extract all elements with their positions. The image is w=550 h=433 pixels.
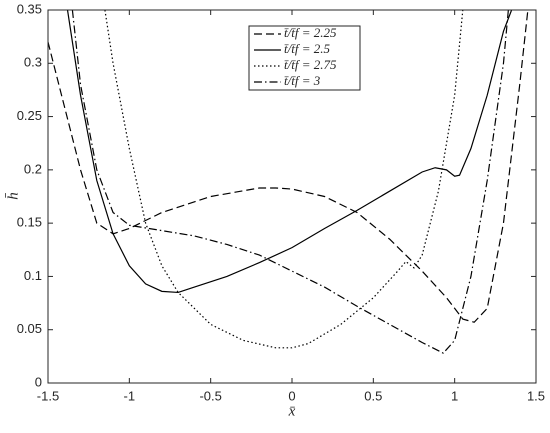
x-tick-label: 0 bbox=[288, 388, 295, 403]
y-tick-label: 0 bbox=[35, 374, 42, 389]
y-axis-label: h̄ bbox=[5, 192, 21, 200]
y-tick-label: 0.15 bbox=[17, 215, 42, 230]
y-tick-label: 0.2 bbox=[24, 161, 42, 176]
x-tick-label: -1.5 bbox=[37, 388, 59, 403]
legend-box bbox=[248, 25, 361, 91]
x-tick-label: -0.5 bbox=[199, 388, 221, 403]
y-tick-label: 0.25 bbox=[17, 108, 42, 123]
x-tick-label: 0.5 bbox=[364, 388, 382, 403]
y-tick-label: 0.05 bbox=[17, 321, 42, 336]
legend-label: t̄/t̄f = 3 bbox=[284, 73, 321, 88]
x-tick-label: 1 bbox=[451, 388, 458, 403]
legend-label: t̄/t̄f = 2.5 bbox=[284, 41, 330, 56]
line-series bbox=[71, 10, 509, 354]
x-axis-label: x̄ bbox=[288, 403, 296, 419]
x-tick-label: 1.5 bbox=[527, 388, 545, 403]
y-tick-label: 0.35 bbox=[17, 1, 42, 16]
legend-label: t̄/t̄f = 2.25 bbox=[284, 25, 337, 40]
line-series bbox=[48, 10, 529, 323]
plot-frame bbox=[47, 9, 537, 384]
line-series bbox=[66, 10, 513, 294]
y-tick-label: 0.1 bbox=[24, 268, 42, 283]
line-series bbox=[104, 10, 464, 349]
y-tick-label: 0.3 bbox=[24, 55, 42, 70]
x-tick-label: -1 bbox=[124, 388, 136, 403]
legend-label: t̄/t̄f = 2.75 bbox=[284, 57, 337, 72]
